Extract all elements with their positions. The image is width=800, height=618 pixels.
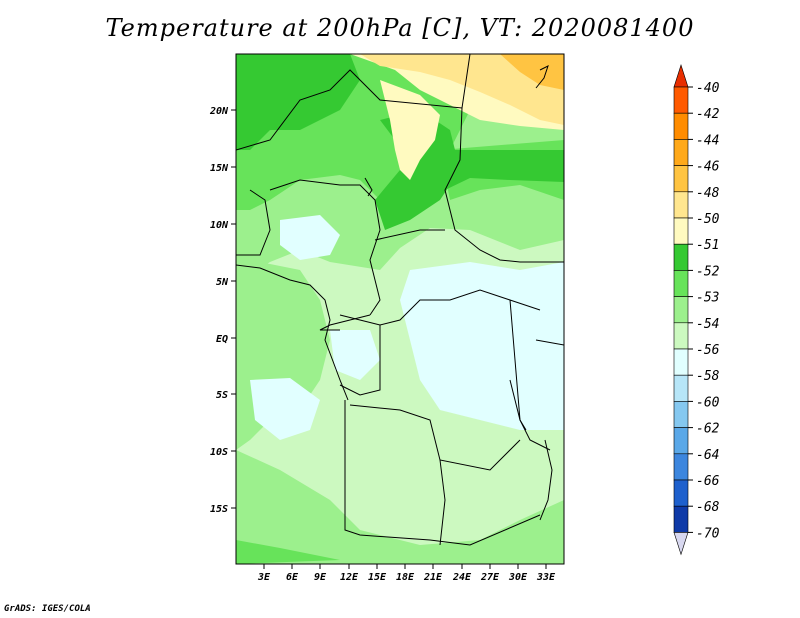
- lon-label: 15E: [368, 572, 387, 583]
- lon-label: 30E: [508, 572, 528, 583]
- chart-title: Temperature at 200hPa [C], VT: 202008140…: [105, 14, 695, 42]
- colorbar-swatch: [673, 86, 689, 114]
- colorbar-swatch: [673, 427, 689, 455]
- colorbar-swatch: [673, 139, 689, 166]
- colorbar-label: -50: [696, 212, 720, 227]
- colorbar-label: -54: [696, 317, 719, 332]
- lon-label: 21E: [423, 572, 443, 583]
- lat-label: 10S: [210, 447, 228, 458]
- lat-label: 5N: [216, 277, 229, 288]
- lon-label: 3E: [257, 572, 271, 583]
- colorbar-swatch: [673, 217, 689, 245]
- grads-credit: GrADS: IGES/COLA: [4, 604, 91, 614]
- colorbar-bottom-arrow: [673, 532, 689, 556]
- colorbar-swatch: [673, 505, 689, 533]
- lon-label: 27E: [480, 572, 500, 583]
- colorbar-label: -46: [696, 160, 720, 175]
- temperature-field: [236, 54, 564, 564]
- map-frame: [235, 53, 565, 565]
- colorbar-swatch: [673, 191, 689, 219]
- lat-label: EQ: [216, 334, 228, 345]
- colorbar-label: -42: [696, 107, 720, 122]
- colorbar-label: -60: [696, 395, 720, 410]
- colorbar-label: -40: [696, 81, 720, 96]
- lat-label: 10N: [210, 220, 229, 231]
- colorbar-label: -48: [696, 186, 720, 201]
- colorbar-swatch: [673, 453, 689, 481]
- lon-label: 9E: [314, 572, 327, 583]
- lat-label: 15N: [210, 163, 229, 174]
- colorbar-swatch: [673, 322, 689, 350]
- colorbar-label: -64: [696, 448, 719, 463]
- colorbar-label: -58: [696, 369, 720, 384]
- lat-label: 5S: [216, 390, 228, 401]
- colorbar-swatch: [673, 348, 689, 376]
- colorbar-swatch: [673, 270, 689, 297]
- longitude-axis: 3E 6E 9E 12E 15E 18E 21E 24E 27E 30E 33E: [257, 564, 556, 583]
- colorbar-label: -68: [696, 500, 720, 515]
- colorbar: -40 -42 -44 -46 -48 -50 -51 -52 -53 -54 -56 -58 -60 -…: [673, 64, 720, 556]
- lon-label: 33E: [536, 572, 556, 583]
- colorbar-label: -62: [696, 422, 720, 437]
- colorbar-label: -52: [696, 264, 720, 279]
- colorbar-swatch: [673, 112, 689, 140]
- lat-label: 15S: [210, 504, 228, 515]
- lon-label: 6E: [286, 572, 299, 583]
- latitude-axis: 20N 15N 10N 5N EQ 5S 10S 15S: [209, 106, 236, 515]
- lon-label: 12E: [340, 572, 359, 583]
- colorbar-swatch: [673, 401, 689, 428]
- coastlines: [236, 65, 553, 521]
- colorbar-swatch: [673, 243, 689, 271]
- lon-label: 24E: [452, 572, 472, 583]
- colorbar-label: -53: [696, 291, 719, 306]
- colorbar-label: -70: [696, 526, 720, 541]
- colorbar-swatch: [673, 479, 689, 507]
- colorbar-label: -51: [696, 238, 719, 253]
- colorbar-swatch: [673, 165, 689, 193]
- colorbar-label: -56: [696, 343, 720, 358]
- colorbar-label: -66: [696, 474, 720, 489]
- colorbar-swatch: [673, 374, 689, 402]
- lon-label: 18E: [396, 572, 415, 583]
- colorbar-top-arrow: [673, 64, 689, 88]
- lat-label: 20N: [209, 106, 229, 117]
- colorbar-swatch: [673, 296, 689, 324]
- colorbar-label: -44: [696, 133, 719, 148]
